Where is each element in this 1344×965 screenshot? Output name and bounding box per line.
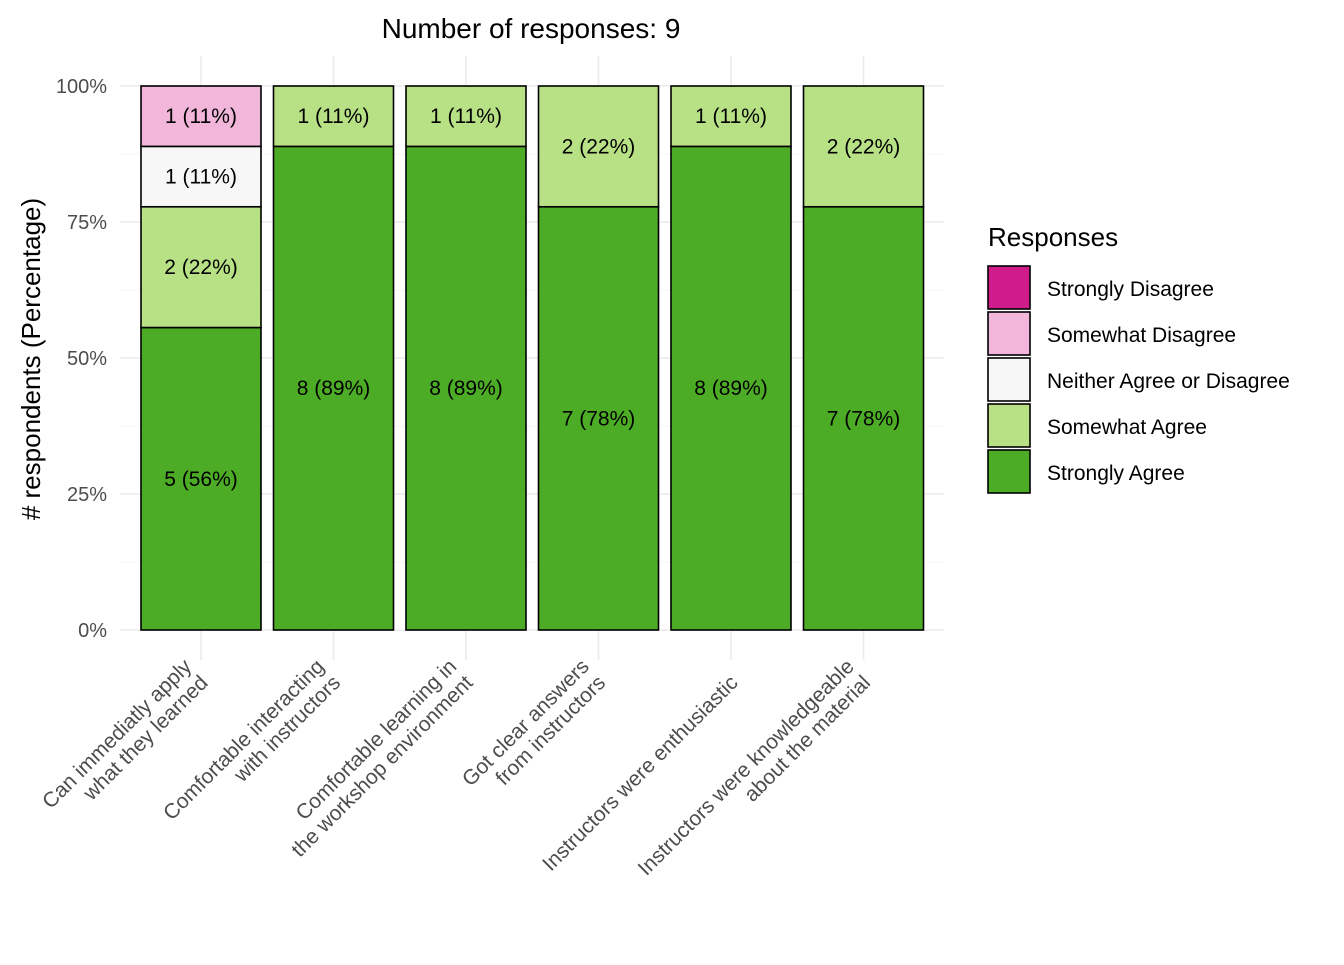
bars-layer bbox=[140, 85, 925, 631]
x-tick-label-line: Instructors were knowledgeable bbox=[634, 655, 859, 880]
bar-segment bbox=[802, 85, 925, 208]
bar-data-label: 2 (22%) bbox=[562, 135, 636, 158]
bar-segment bbox=[140, 205, 262, 329]
bar-segment bbox=[140, 326, 262, 631]
legend-swatch bbox=[987, 265, 1031, 310]
bar-data-label: 1 (11%) bbox=[165, 105, 237, 128]
y-tick-label: 75% bbox=[67, 212, 107, 234]
bar-segment bbox=[272, 145, 395, 631]
legend-label: Somewhat Disagree bbox=[1047, 324, 1236, 347]
bar-segment bbox=[537, 205, 660, 631]
legend-swatch bbox=[987, 403, 1031, 448]
y-tick-label: 100% bbox=[56, 76, 107, 98]
bar-segment bbox=[537, 85, 660, 208]
legend-swatch bbox=[987, 311, 1031, 356]
bar-data-label: 5 (56%) bbox=[164, 468, 238, 491]
bar-data-label: 1 (11%) bbox=[298, 105, 370, 128]
legend-label: Somewhat Agree bbox=[1047, 416, 1207, 439]
bar-segment bbox=[670, 85, 792, 148]
bar-data-label: 1 (11%) bbox=[695, 105, 767, 128]
bar-segment bbox=[405, 85, 527, 148]
bar-segment bbox=[140, 85, 262, 148]
y-tick-label: 50% bbox=[67, 348, 107, 370]
bar-segment bbox=[272, 85, 395, 148]
bar-segment bbox=[802, 205, 925, 631]
bar-segment bbox=[140, 145, 262, 208]
bar-data-label: 7 (78%) bbox=[827, 407, 901, 430]
legend-title: Responses bbox=[988, 222, 1118, 252]
bar-data-label: 8 (89%) bbox=[297, 377, 371, 400]
bar-labels-layer: 5 (56%) 2 (22%) 1 (11%) 1 (11%) 8 (89%) 1 (11… bbox=[164, 105, 900, 491]
bar-segment bbox=[670, 145, 792, 631]
bar-data-label: 8 (89%) bbox=[694, 377, 768, 400]
legend-label: Strongly Disagree bbox=[1047, 278, 1214, 301]
bar-data-label: 1 (11%) bbox=[165, 166, 237, 189]
bar-data-label: 2 (22%) bbox=[164, 256, 238, 279]
legend-label: Neither Agree or Disagree bbox=[1047, 370, 1290, 393]
chart-title: Number of responses: 9 bbox=[382, 13, 681, 44]
y-tick-label: 25% bbox=[67, 484, 107, 506]
bar-data-label: 2 (22%) bbox=[827, 135, 901, 158]
x-tick-label-line: Can immediatly apply bbox=[38, 655, 197, 814]
y-tick-label: 0% bbox=[78, 620, 107, 642]
legend-swatch bbox=[987, 449, 1031, 494]
y-axis-title: # respondents (Percentage) bbox=[16, 198, 46, 520]
bar-data-label: 7 (78%) bbox=[562, 407, 636, 430]
legend-swatch bbox=[987, 357, 1031, 402]
bar-data-label: 1 (11%) bbox=[430, 105, 502, 128]
legend: Responses Strongly Disagree Somewhat Disag… bbox=[987, 222, 1290, 494]
legend-label: Strongly Agree bbox=[1047, 462, 1185, 485]
bar-data-label: 8 (89%) bbox=[429, 377, 503, 400]
